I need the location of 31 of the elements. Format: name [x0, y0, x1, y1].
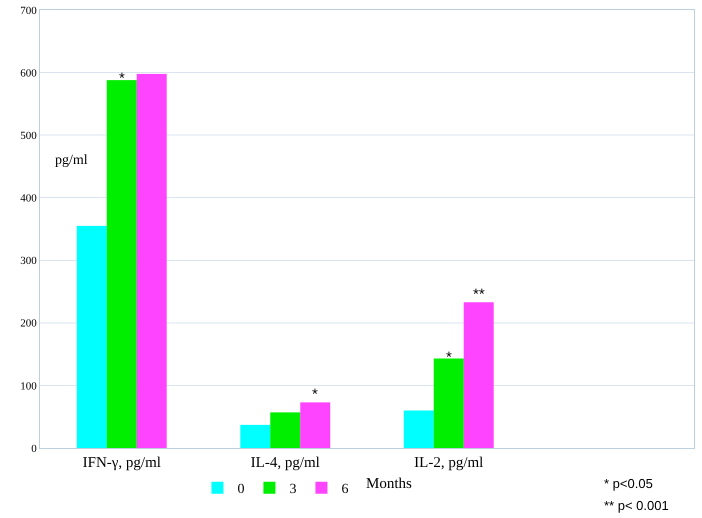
y-tick-label: 100: [20, 380, 38, 392]
legend-label: 3: [289, 482, 296, 498]
bar: [136, 74, 167, 448]
x-tick-label: IL-4, pg/ml: [250, 455, 320, 471]
bar: [270, 412, 300, 448]
y-tick-label: 600: [20, 67, 38, 80]
bar: [464, 302, 494, 448]
text: * p<0.05: [604, 476, 653, 491]
x-tick-label: IL-2, pg/ml: [414, 455, 484, 471]
bar: [106, 80, 137, 448]
y-tick-label: 300: [20, 255, 38, 268]
y-tick-label: 0: [31, 442, 38, 455]
y-axis-title: pg/ml: [55, 153, 88, 168]
y-tick-label: 500: [20, 130, 38, 142]
legend-title: Months: [366, 476, 412, 492]
annotation: **: [473, 286, 485, 303]
legend-label: 6: [341, 482, 348, 498]
x-tick-label: IFN-γ, pg/ml: [82, 455, 161, 471]
y-tick-label: 200: [20, 318, 38, 330]
bar: [404, 410, 434, 448]
legend-label: 0: [237, 482, 244, 498]
bar: [240, 424, 270, 448]
bar: [300, 402, 330, 448]
y-tick-label: 400: [20, 192, 38, 205]
annotation: *: [446, 349, 452, 366]
annotation: *: [119, 70, 125, 87]
bar: [76, 226, 107, 448]
y-tick-label: 700: [20, 4, 38, 17]
annotation: *: [312, 386, 318, 403]
bar: [434, 358, 464, 448]
text: ** p< 0.001: [604, 498, 669, 513]
